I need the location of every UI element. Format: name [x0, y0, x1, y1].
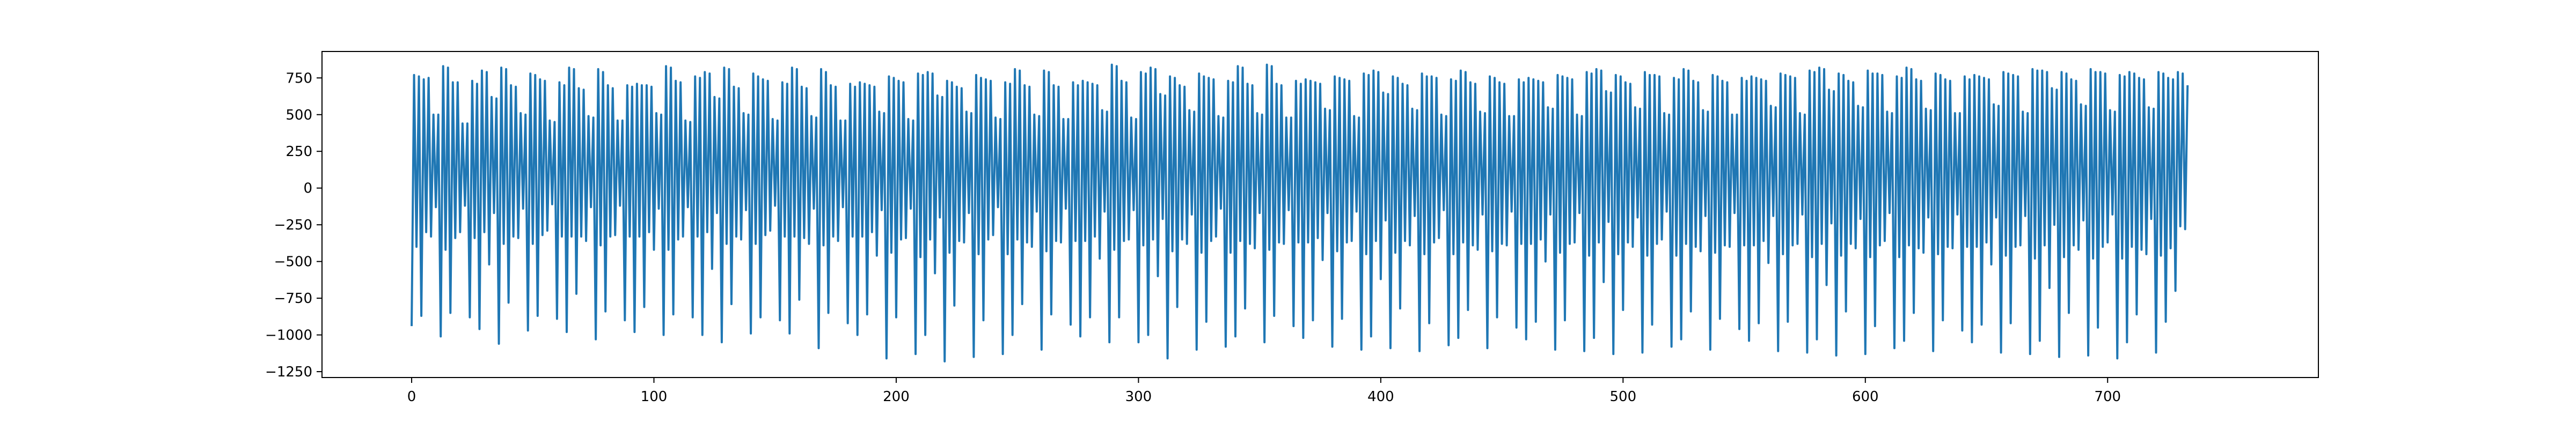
series-line-0 [411, 63, 2189, 363]
x-tick-label: 300 [1125, 389, 1152, 405]
plot-frame [321, 51, 2319, 378]
x-axis-ticks: 0 100 200 300 400 500 600 700 [407, 378, 2121, 405]
series-layer [411, 63, 2189, 363]
y-tick-label: −1250 [265, 364, 312, 380]
y-tick-label: −1000 [265, 328, 312, 344]
y-tick-label: 250 [286, 144, 312, 160]
y-axis-ticks: −1250 −1000 −750 −500 −250 0 250 500 750 [265, 70, 322, 380]
x-tick-label: 600 [1852, 389, 1879, 405]
x-tick-label: 700 [2094, 389, 2121, 405]
x-tick-label: 0 [407, 389, 416, 405]
x-tick-label: 400 [1367, 389, 1394, 405]
x-tick-label: 100 [641, 389, 668, 405]
y-tick-label: 750 [286, 70, 312, 86]
y-tick-label: −500 [274, 254, 312, 270]
y-tick-label: −250 [274, 217, 312, 233]
y-tick-label: −750 [274, 291, 312, 307]
y-tick-label: 0 [303, 181, 312, 197]
x-tick-label: 500 [1610, 389, 1637, 405]
y-tick-label: 500 [286, 107, 312, 123]
x-tick-label: 200 [883, 389, 910, 405]
